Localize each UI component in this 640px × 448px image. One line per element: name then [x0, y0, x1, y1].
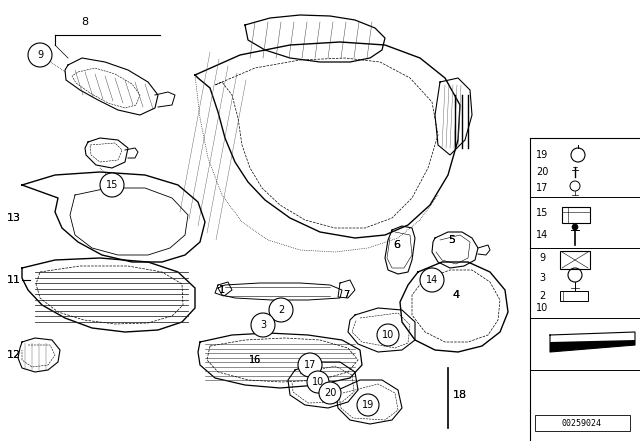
- Circle shape: [298, 353, 322, 377]
- Text: 4: 4: [452, 290, 460, 300]
- Circle shape: [269, 298, 293, 322]
- Text: 10: 10: [312, 377, 324, 387]
- Text: 13: 13: [7, 213, 21, 223]
- Text: 19: 19: [362, 400, 374, 410]
- Text: 17: 17: [304, 360, 316, 370]
- Bar: [560, 251, 590, 269]
- Text: 6: 6: [394, 240, 401, 250]
- Text: 14: 14: [536, 230, 548, 240]
- Text: 3: 3: [260, 320, 266, 330]
- Text: 20: 20: [324, 388, 336, 398]
- Text: 5: 5: [449, 235, 456, 245]
- Text: 10: 10: [382, 330, 394, 340]
- Text: 9: 9: [539, 253, 545, 263]
- Bar: [535, 415, 630, 431]
- Polygon shape: [195, 42, 460, 238]
- Text: 16: 16: [249, 355, 261, 365]
- Text: 9: 9: [37, 50, 43, 60]
- Text: 16: 16: [249, 355, 261, 365]
- Text: 11: 11: [7, 275, 21, 285]
- Text: 1: 1: [219, 285, 225, 295]
- Text: 15: 15: [106, 180, 118, 190]
- Text: 14: 14: [426, 275, 438, 285]
- Text: 12: 12: [7, 350, 21, 360]
- Text: 5: 5: [449, 235, 456, 245]
- Text: 10: 10: [536, 303, 548, 313]
- Text: 15: 15: [536, 208, 548, 218]
- Circle shape: [420, 268, 444, 292]
- Circle shape: [100, 173, 124, 197]
- Text: 17: 17: [536, 183, 548, 193]
- Text: 2: 2: [539, 291, 545, 301]
- Text: 11: 11: [7, 275, 21, 285]
- Text: 2: 2: [278, 305, 284, 315]
- Text: 3: 3: [539, 273, 545, 283]
- Text: 6: 6: [394, 240, 401, 250]
- Circle shape: [28, 43, 52, 67]
- Text: 18: 18: [453, 390, 467, 400]
- Text: 12: 12: [7, 350, 21, 360]
- Text: 00259024: 00259024: [562, 418, 602, 427]
- Text: 19: 19: [536, 150, 548, 160]
- Circle shape: [251, 313, 275, 337]
- Circle shape: [307, 371, 329, 393]
- Circle shape: [377, 324, 399, 346]
- Text: 18: 18: [453, 390, 467, 400]
- Text: 4: 4: [452, 290, 460, 300]
- Circle shape: [357, 394, 379, 416]
- Text: 13: 13: [7, 213, 21, 223]
- Text: 8: 8: [81, 17, 88, 27]
- Polygon shape: [550, 340, 635, 352]
- Bar: [560, 291, 588, 301]
- Circle shape: [319, 382, 341, 404]
- Bar: [562, 207, 590, 223]
- Text: 20: 20: [536, 167, 548, 177]
- Text: 7: 7: [343, 290, 349, 300]
- Text: 7: 7: [343, 290, 349, 300]
- Circle shape: [572, 224, 578, 230]
- Text: 1: 1: [219, 285, 225, 295]
